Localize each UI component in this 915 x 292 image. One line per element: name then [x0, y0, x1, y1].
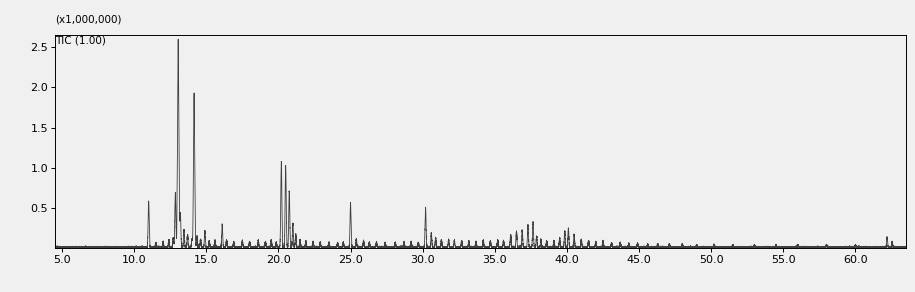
Text: (x1,000,000): (x1,000,000) — [55, 14, 122, 25]
Text: TIC (1.00): TIC (1.00) — [55, 35, 106, 45]
